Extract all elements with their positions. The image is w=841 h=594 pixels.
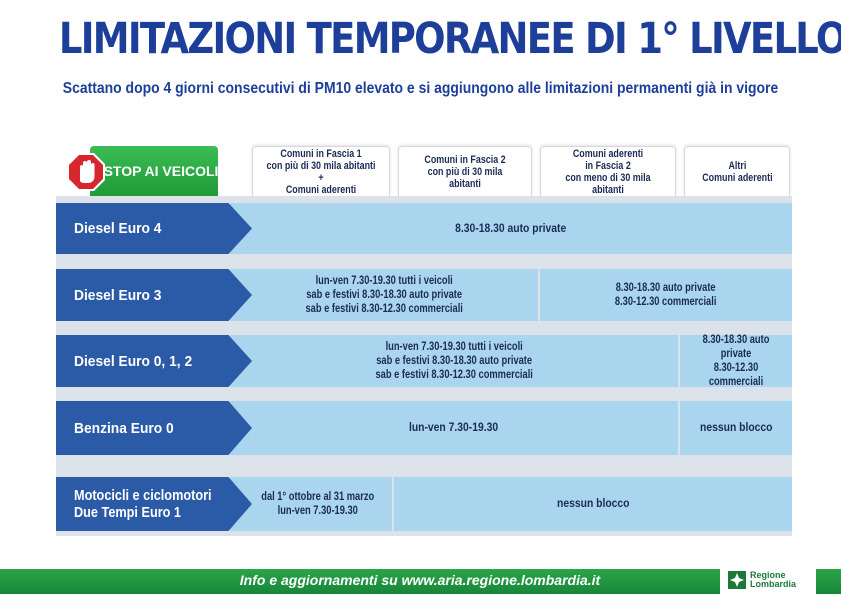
row-label-motocicli: Motocicli e ciclomotori Due Tempi Euro 1 [56,477,252,531]
table-cell: nessun blocco [394,477,792,531]
logo-text: Regione Lombardia [750,570,797,589]
table-cell: 8.30-18.30 auto private [230,203,792,254]
regione-lombardia-logo: Regione Lombardia [720,566,816,594]
table-cell: lun-ven 7.30-19.30 [230,401,678,455]
table-cell: nessun blocco [680,401,792,455]
column-header-fascia2: Comuni in Fascia 2 con più di 30 mila abi… [398,146,532,196]
row-label-benzina-euro-0: Benzina Euro 0 [56,401,252,455]
page-subtitle: Scattano dopo 4 giorni consecutivi di PM… [62,80,779,97]
column-header-fascia1: Comuni in Fascia 1 con più di 30 mila abi… [252,146,390,196]
column-header-altri: Altri Comuni aderenti [684,146,790,196]
table-cell: 8.30-18.30 auto private 8.30-12.30 commer… [680,334,792,388]
row-label-diesel-euro-4: Diesel Euro 4 [56,203,252,254]
stop-hand-icon [67,153,105,191]
table-cell: dal 1° ottobre al 31 marzo lun-ven 7.30-1… [230,477,392,531]
table-cell: 8.30-18.30 auto private 8.30-12.30 commer… [540,269,792,321]
stop-badge: STOP AI VEICOLI [66,146,218,196]
row-label-diesel-euro-3: Diesel Euro 3 [56,269,252,321]
footer-bar [0,569,841,594]
table-cell: lun-ven 7.30-19.30 tutti i veicoli sab e … [230,335,678,387]
table-cell: lun-ven 7.30-19.30 tutti i veicoli sab e … [230,269,538,321]
page-title: LIMITAZIONI TEMPORANEE DI 1° LIVELLO [58,14,841,64]
column-header-aderenti-fascia2: Comuni aderenti in Fascia 2 con meno di 30… [540,146,676,196]
row-label-diesel-euro-012: Diesel Euro 0, 1, 2 [56,335,252,387]
regione-lombardia-logo-icon [728,571,746,589]
stop-label: STOP AI VEICOLI [90,146,218,196]
footer-info-link[interactable]: Info e aggiornamenti su www.aria.regione… [239,572,601,588]
